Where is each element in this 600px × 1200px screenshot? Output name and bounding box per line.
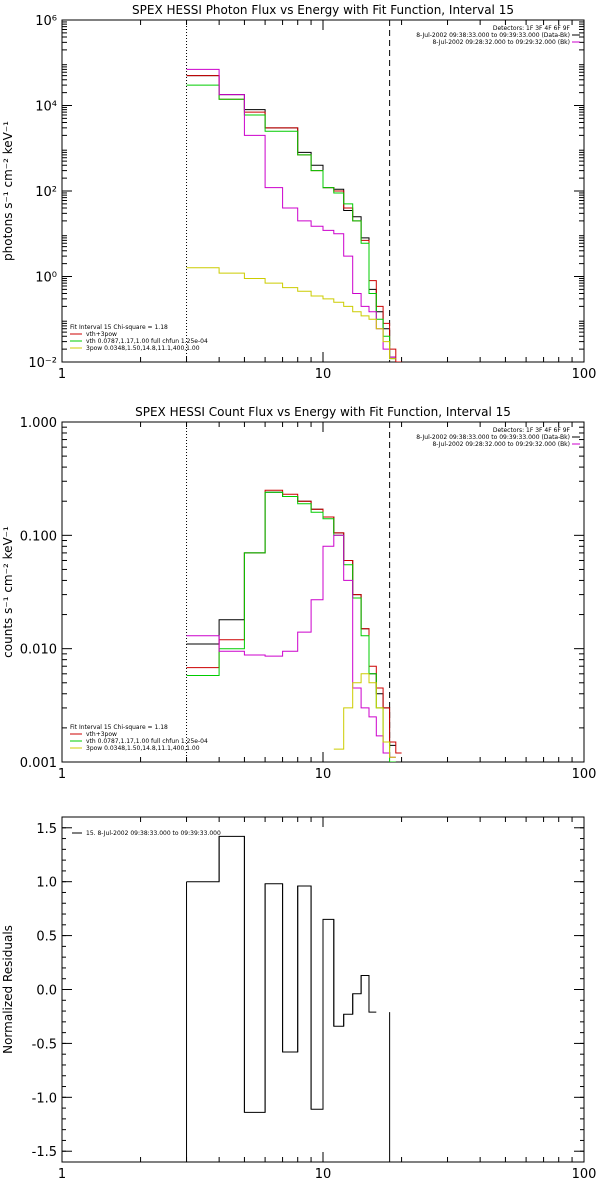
y-tick-label: 1.5	[36, 822, 57, 837]
y-tick-label: 10⁶	[35, 14, 57, 29]
series-group	[186, 835, 391, 1162]
info-line: Detectors: 1F 3F 4F 6F 9F	[493, 427, 571, 434]
legend-label: 15. 8-Jul-2002 09:38:33.000 to 09:39:33.…	[86, 830, 221, 837]
x-tick-label: 100	[572, 767, 597, 782]
y-tick-label: 10⁻²	[28, 356, 57, 371]
x-tick-label: 1	[58, 767, 66, 782]
series-line-4	[333, 673, 396, 758]
y-tick-label: -1.0	[32, 1091, 57, 1106]
legend-label: 3pow 0.0348,1.50,14.8,11.1,400,1.00	[86, 345, 200, 352]
y-tick-label: 0.001	[20, 756, 57, 771]
panel-title: SPEX HESSI Photon Flux vs Energy with Fi…	[132, 3, 514, 17]
y-tick-label: -0.5	[32, 1037, 57, 1052]
y-tick-label: 0.100	[20, 529, 57, 544]
y-tick-label: 10⁰	[35, 271, 57, 286]
legend-title: Fit Interval 15 Chi-square = 1.18	[70, 324, 168, 331]
x-tick-label: 10	[315, 367, 332, 382]
info-line: 8-Jul-2002 09:28:32.000 to 09:29:32.000 …	[432, 441, 570, 448]
y-tick-label: 10²	[35, 185, 57, 200]
legend-title: Fit Interval 15 Chi-square = 1.18	[70, 724, 168, 731]
y-tick-label: 0.0	[36, 984, 57, 999]
legend-label: vth+3pow	[86, 731, 117, 738]
legend-label: vth 0.0787,1.17,1.00 full chfun 1.25e-04	[86, 738, 208, 745]
x-tick-label: 10	[315, 1167, 332, 1182]
info-line: 8-Jul-2002 09:38:33.000 to 09:39:33.000 …	[416, 434, 570, 441]
series-line-2	[186, 84, 396, 360]
legend-label: vth+3pow	[86, 331, 117, 338]
x-tick-label: 10	[315, 767, 332, 782]
info-line: Detectors: 1F 3F 4F 6F 9F	[493, 25, 571, 32]
panel-photon: SPEX HESSI Photon Flux vs Energy with Fi…	[1, 3, 596, 382]
y-tick-label: 10⁴	[35, 100, 57, 115]
series-line-3	[186, 68, 396, 358]
y-tick-label: 1.000	[20, 416, 57, 431]
y-axis-label: Normalized Residuals	[1, 925, 15, 1054]
series-group	[186, 489, 402, 762]
series-line-0	[186, 75, 396, 358]
x-tick-label: 100	[572, 1167, 597, 1182]
y-tick-label: -1.5	[32, 1145, 57, 1160]
y-tick-label: 0.010	[20, 643, 57, 658]
y-tick-label: 0.5	[36, 930, 57, 945]
x-tick-label: 1	[58, 1167, 66, 1182]
legend-label: vth 0.0787,1.17,1.00 full chfun 1.25e-04	[86, 338, 208, 345]
legend-label: 3pow 0.0348,1.50,14.8,11.1,400,1.00	[86, 745, 200, 752]
series-line-3	[186, 534, 396, 758]
series-line-0	[186, 835, 377, 1113]
y-tick-label: 1.0	[36, 876, 57, 891]
x-tick-label: 1	[58, 367, 66, 382]
series-line-2	[186, 491, 396, 762]
panel-title: SPEX HESSI Count Flux vs Energy with Fit…	[135, 405, 511, 419]
series-group	[186, 68, 402, 362]
y-axis-label: counts s⁻¹ cm⁻² keV⁻¹	[1, 526, 15, 658]
axis-frame	[61, 19, 585, 363]
series-line-4	[186, 267, 396, 360]
y-axis-label: photons s⁻¹ cm⁻² keV⁻¹	[1, 121, 15, 261]
x-tick-label: 100	[572, 367, 597, 382]
panel-count: SPEX HESSI Count Flux vs Energy with Fit…	[1, 405, 596, 782]
panel-residual: 1 10 100 -1.5 -1.0 -0.5 0.0 0.5 1.0 1.5 Normalized…	[1, 816, 597, 1182]
info-line: 8-Jul-2002 09:38:33.000 to 09:39:33.000 …	[416, 32, 570, 39]
info-line: 8-Jul-2002 09:28:32.000 to 09:29:32.000 …	[432, 39, 570, 46]
